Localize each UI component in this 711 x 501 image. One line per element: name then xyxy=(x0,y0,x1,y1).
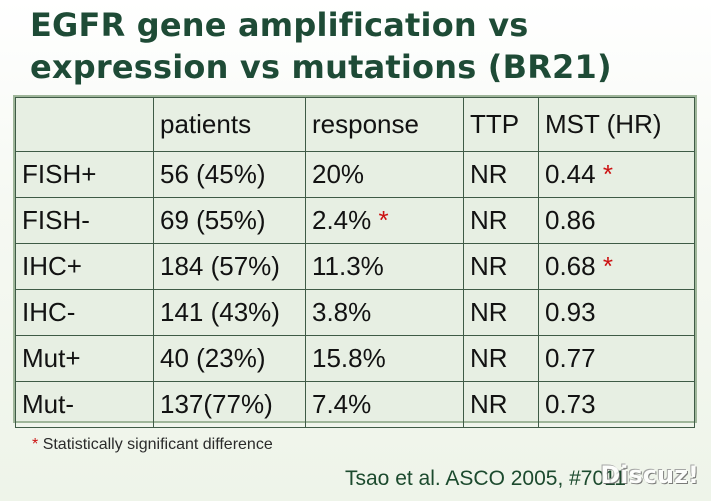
patients-cell: 141 (43%) xyxy=(153,289,306,336)
patients-cell: 40 (23%) xyxy=(153,335,306,382)
table-row: Mut- 137(77%) 7.4% NR 0.73 xyxy=(15,381,695,428)
mst-value: 0.68 xyxy=(545,251,596,281)
response-value: 2.4% xyxy=(312,205,372,235)
header-cell-empty xyxy=(15,97,154,152)
mst-cell: 0.93 xyxy=(538,289,695,336)
title-line-1: EGFR gene amplification vs xyxy=(30,6,529,44)
patients-cell: 184 (57%) xyxy=(153,243,306,290)
response-cell: 7.4% xyxy=(305,381,464,428)
row-label: Mut+ xyxy=(15,335,154,382)
ttp-cell: NR xyxy=(463,381,539,428)
significance-marker: * xyxy=(378,205,389,235)
row-label: FISH- xyxy=(15,197,154,244)
footnote-marker: * xyxy=(32,436,39,453)
row-label: IHC+ xyxy=(15,243,154,290)
data-table-container: patients response TTP MST (HR) FISH+ 56 … xyxy=(13,95,697,428)
table-row: IHC- 141 (43%) 3.8% NR 0.93 xyxy=(15,289,695,336)
footnote-text: Statistically significant difference xyxy=(42,436,273,453)
mst-cell: 0.73 xyxy=(538,381,695,428)
row-label: Mut- xyxy=(15,381,154,428)
row-label: IHC- xyxy=(15,289,154,336)
mst-value: 0.44 xyxy=(545,159,596,189)
response-cell: 15.8% xyxy=(305,335,464,382)
significance-marker: * xyxy=(602,159,613,189)
header-cell-patients: patients xyxy=(153,97,306,152)
data-table: patients response TTP MST (HR) FISH+ 56 … xyxy=(15,97,695,428)
mst-cell: 0.77 xyxy=(538,335,695,382)
ttp-cell: NR xyxy=(463,335,539,382)
header-cell-ttp: TTP xyxy=(463,97,539,152)
response-cell: 20% xyxy=(305,151,464,198)
header-cell-mst: MST (HR) xyxy=(538,97,695,152)
title-line-2: expression vs mutations (BR21) xyxy=(30,48,612,86)
patients-cell: 56 (45%) xyxy=(153,151,306,198)
footnote: * Statistically significant difference xyxy=(32,436,273,454)
table-row: FISH- 69 (55%) 2.4% * NR 0.86 xyxy=(15,197,695,244)
response-cell: 2.4% * xyxy=(305,197,464,244)
ttp-cell: NR xyxy=(463,151,539,198)
ttp-cell: NR xyxy=(463,243,539,290)
ttp-cell: NR xyxy=(463,289,539,336)
significance-marker: * xyxy=(602,251,613,281)
patients-cell: 69 (55%) xyxy=(153,197,306,244)
slide-title: EGFR gene amplification vs expression vs… xyxy=(30,4,612,88)
table-row: IHC+ 184 (57%) 11.3% NR 0.68 * xyxy=(15,243,695,290)
citation: Tsao et al. ASCO 2005, #7011 xyxy=(345,467,626,490)
ttp-cell: NR xyxy=(463,197,539,244)
table-row: Mut+ 40 (23%) 15.8% NR 0.77 xyxy=(15,335,695,382)
table-header-row: patients response TTP MST (HR) xyxy=(15,97,695,152)
row-label: FISH+ xyxy=(15,151,154,198)
mst-cell: 0.44 * xyxy=(538,151,695,198)
patients-cell: 137(77%) xyxy=(153,381,306,428)
watermark-logo: Discuz! xyxy=(600,461,699,489)
table-row: FISH+ 56 (45%) 20% NR 0.44 * xyxy=(15,151,695,198)
mst-cell: 0.68 * xyxy=(538,243,695,290)
header-cell-response: response xyxy=(305,97,464,152)
mst-cell: 0.86 xyxy=(538,197,695,244)
response-cell: 3.8% xyxy=(305,289,464,336)
response-cell: 11.3% xyxy=(305,243,464,290)
